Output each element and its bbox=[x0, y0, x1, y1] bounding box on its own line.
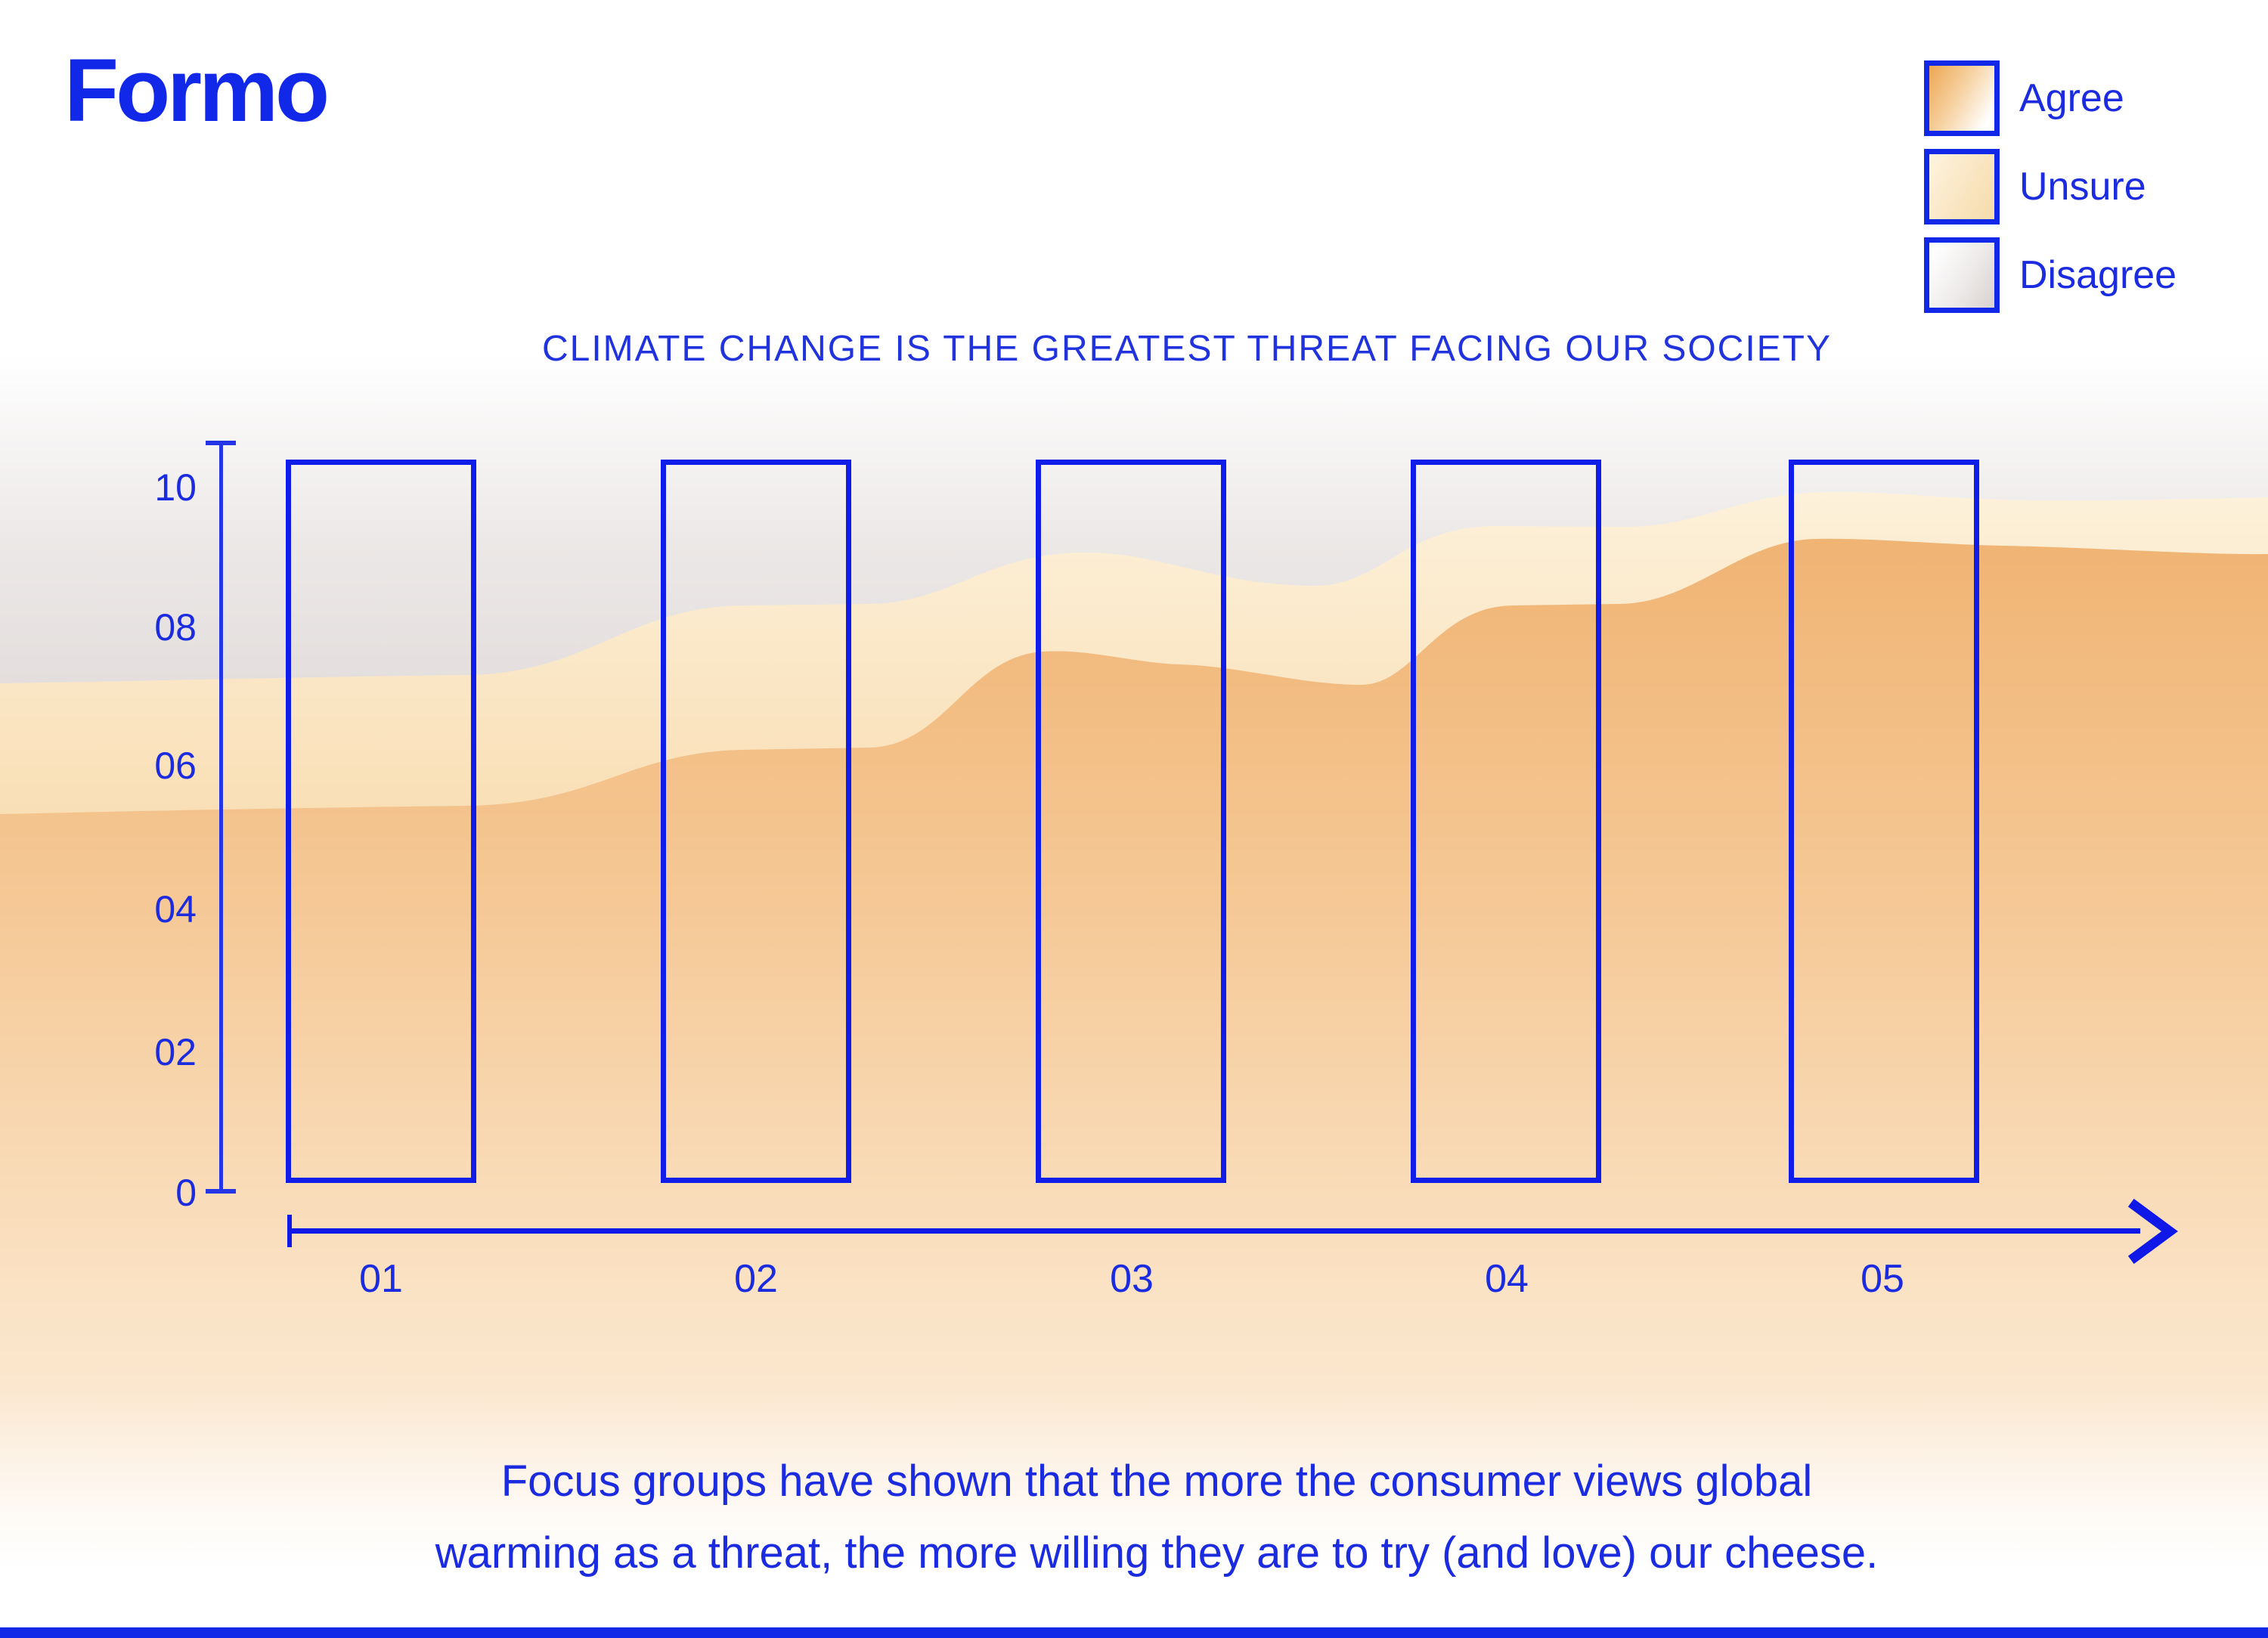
y-axis-top-cap bbox=[206, 441, 236, 445]
area-agree bbox=[0, 538, 2268, 1599]
x-tick-04: 04 bbox=[1485, 1257, 1529, 1301]
x-tick-03: 03 bbox=[1110, 1257, 1154, 1301]
legend-label: Agree bbox=[2019, 76, 2124, 120]
x-tick-05: 05 bbox=[1861, 1257, 1904, 1301]
legend-swatch-agree bbox=[1924, 60, 2000, 136]
caption-line-1: Focus groups have shown that the more th… bbox=[500, 1457, 1813, 1506]
caption-line-2: warming as a threat, the more willing th… bbox=[435, 1528, 1879, 1578]
x-axis-line bbox=[290, 1228, 2140, 1234]
y-tick-02: 02 bbox=[154, 1031, 197, 1073]
y-axis-bottom-cap bbox=[206, 1189, 236, 1194]
x-axis-arrow-icon bbox=[2126, 1197, 2183, 1270]
legend-item-disagree: Disagree bbox=[1924, 237, 2177, 313]
brand-logo: Formo bbox=[64, 41, 330, 141]
legend-item-agree: Agree bbox=[1924, 60, 2177, 136]
bottom-fade bbox=[0, 1391, 2268, 1580]
bar-outline-02 bbox=[661, 460, 851, 1183]
legend-swatch-disagree bbox=[1924, 237, 2000, 313]
y-axis-line bbox=[219, 442, 223, 1192]
legend-label: Unsure bbox=[2019, 165, 2146, 209]
legend-item-unsure: Unsure bbox=[1924, 149, 2177, 224]
legend-swatch-unsure bbox=[1924, 149, 2000, 224]
y-tick-0: 0 bbox=[175, 1172, 197, 1214]
footer-accent-bar bbox=[0, 1627, 2268, 1638]
caption: Focus groups have shown that the more th… bbox=[45, 1445, 2268, 1589]
bar-outline-01 bbox=[286, 460, 476, 1183]
legend-label: Disagree bbox=[2019, 253, 2177, 297]
bar-outline-04 bbox=[1411, 460, 1601, 1183]
y-tick-10: 10 bbox=[154, 466, 197, 509]
legend: Agree Unsure Disagree bbox=[1924, 60, 2177, 326]
bar-outline-05 bbox=[1789, 460, 1979, 1183]
x-tick-01: 01 bbox=[359, 1257, 403, 1301]
y-tick-04: 04 bbox=[154, 888, 197, 930]
bar-outline-03 bbox=[1036, 460, 1226, 1183]
y-tick-08: 08 bbox=[154, 606, 197, 649]
chart-title: CLIMATE CHANGE IS THE GREATEST THREAT FA… bbox=[541, 329, 1833, 369]
x-tick-02: 02 bbox=[734, 1257, 778, 1301]
y-tick-06: 06 bbox=[154, 745, 197, 787]
